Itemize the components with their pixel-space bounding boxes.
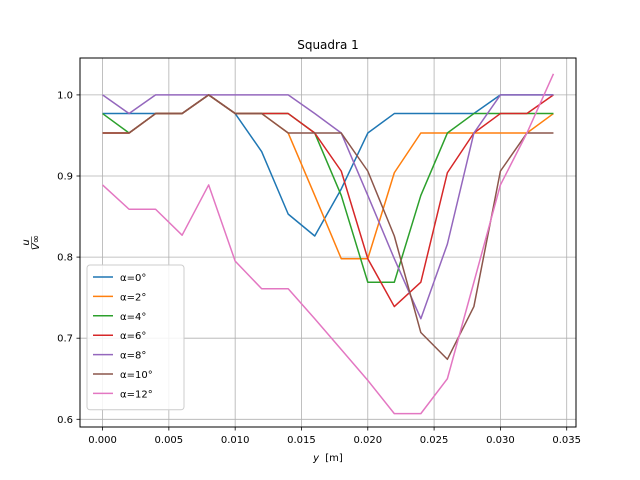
series-line-4 (102, 94, 554, 320)
y-axis-label: u V∞ (21, 235, 42, 250)
x-tick-label: 0.010 (221, 435, 250, 446)
x-axis-label-variable: y (312, 453, 320, 464)
x-tick-label: 0.000 (88, 435, 117, 446)
series-lines (102, 73, 555, 415)
chart-title: Squadra 1 (297, 38, 359, 52)
grid (80, 58, 576, 427)
y-axis-label-numerator: u (21, 239, 32, 245)
x-axis-label: y [m] (312, 453, 343, 464)
y-axis-label-denominator: V∞ (31, 235, 42, 250)
legend-label-2: α=4° (120, 312, 146, 323)
x-axis-label-unit: [m] (325, 453, 343, 464)
plot-frame (79, 57, 577, 428)
y-tick-label: 0.9 (57, 171, 73, 182)
x-tick-label: 0.035 (552, 435, 581, 446)
series-line-5 (102, 94, 554, 361)
legend-label-3: α=6° (120, 331, 146, 342)
legend-label-5: α=10° (120, 370, 153, 381)
legend: α=0° α=2° α=4° α=6° α=8° α=10° α=12° (86, 264, 185, 411)
series-line-6 (102, 73, 555, 415)
x-tick-label: 0.020 (353, 435, 382, 446)
legend-label-1: α=2° (120, 292, 146, 303)
legend-label-6: α=12° (120, 389, 153, 400)
legend-label-0: α=0° (120, 273, 146, 284)
legend-label-4: α=8° (120, 351, 146, 362)
x-tick-label: 0.005 (155, 435, 184, 446)
axis-ticks: 0.000 0.005 0.010 0.015 0.020 0.025 0.030 0.035… (57, 90, 581, 446)
y-tick-label: 0.8 (57, 253, 73, 264)
y-tick-label: 1.0 (57, 90, 73, 101)
x-tick-label: 0.030 (486, 435, 515, 446)
x-tick-label: 0.015 (287, 435, 316, 446)
y-tick-label: 0.7 (57, 334, 73, 345)
y-tick-label: 0.6 (57, 415, 73, 426)
x-tick-label: 0.025 (420, 435, 449, 446)
